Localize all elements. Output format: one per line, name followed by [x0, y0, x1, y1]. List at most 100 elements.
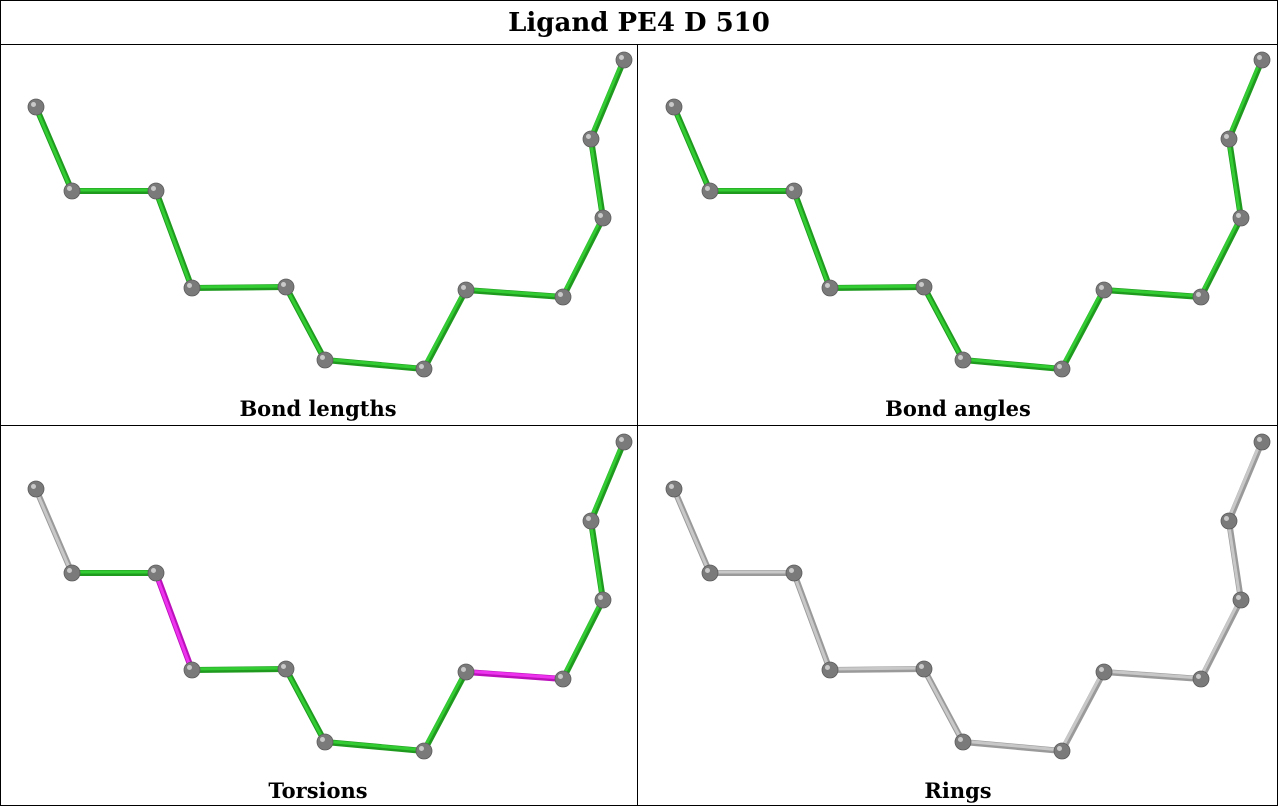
panel-caption-torsions: Torsions [268, 778, 367, 803]
bond-lengths-atoms [27, 51, 633, 378]
torsions-atom-11 [582, 512, 600, 530]
torsions-bond-4 [189, 666, 289, 673]
bond-angles-atom-12 [1253, 51, 1271, 69]
bond-angles-atoms [665, 51, 1271, 378]
bond-lengths-bond-4 [189, 284, 289, 291]
panel-bond-lengths: Bond lengths [27, 51, 633, 421]
bond-angles-bond-11 [1226, 57, 1265, 142]
rings-bond-2 [707, 570, 797, 576]
torsions-atom-2 [63, 564, 81, 582]
rings-atom-12 [1253, 433, 1271, 451]
rings-atom-6 [954, 733, 972, 751]
torsions-atom-8 [457, 663, 475, 681]
torsions-atom-4 [183, 661, 201, 679]
bond-lengths-bond-2 [69, 188, 159, 194]
bond-lengths-bonds [33, 57, 627, 372]
rings-bond-5 [921, 666, 966, 745]
torsions-atom-1 [27, 480, 45, 498]
bond-angles-atom-6 [954, 351, 972, 369]
figure-title: Ligand PE4 D 510 [508, 8, 770, 38]
panel-bond-angles: Bond angles [665, 51, 1271, 421]
bond-angles-bond-4 [827, 284, 927, 291]
bond-lengths-atom-12 [615, 51, 633, 69]
panel-torsions: Torsions [27, 433, 633, 803]
rings-atom-5 [915, 660, 933, 678]
rings-atom-2 [701, 564, 719, 582]
rings-bond-10 [1226, 518, 1244, 603]
bond-lengths-atom-10 [594, 209, 612, 227]
bond-angles-atom-10 [1232, 209, 1250, 227]
bond-lengths-atom-5 [277, 278, 295, 296]
rings-atom-1 [665, 480, 683, 498]
bond-lengths-atom-11 [582, 130, 600, 148]
rings-bond-4 [827, 666, 927, 673]
bond-angles-bond-2 [707, 188, 797, 194]
torsions-bond-11 [588, 439, 627, 524]
bond-angles-bond-1 [671, 104, 713, 194]
rings-atom-4 [821, 661, 839, 679]
bond-lengths-atom-6 [316, 351, 334, 369]
panel-rings: Rings [665, 433, 1271, 803]
bond-angles-bond-6 [960, 357, 1065, 372]
rings-bond-9 [1198, 597, 1244, 682]
bond-lengths-bond-5 [283, 284, 328, 363]
torsions-bond-3 [153, 570, 195, 673]
bond-angles-bond-7 [1059, 287, 1107, 372]
torsions-bond-6 [322, 739, 427, 754]
bond-lengths-atom-4 [183, 279, 201, 297]
bond-lengths-bond-3 [153, 188, 195, 291]
torsions-atom-3 [147, 564, 165, 582]
rings-atom-9 [1192, 670, 1210, 688]
bond-lengths-bond-11 [588, 57, 627, 142]
torsions-bond-9 [560, 597, 606, 682]
bond-angles-atom-9 [1192, 288, 1210, 306]
rings-atom-11 [1220, 512, 1238, 530]
torsions-bond-2 [69, 570, 159, 576]
panel-caption-rings: Rings [924, 778, 991, 803]
bond-angles-bond-5 [921, 284, 966, 363]
rings-atom-10 [1232, 591, 1250, 609]
bond-lengths-atom-9 [554, 288, 572, 306]
rings-bond-1 [671, 486, 713, 576]
rings-bond-6 [960, 739, 1065, 754]
rings-bond-7 [1059, 669, 1107, 754]
bond-lengths-bond-10 [588, 136, 606, 221]
bond-angles-atom-7 [1053, 360, 1071, 378]
torsions-bond-5 [283, 666, 328, 745]
bond-angles-atom-11 [1220, 130, 1238, 148]
bond-lengths-atom-1 [27, 98, 45, 116]
torsions-bonds [33, 439, 627, 754]
torsions-bond-8 [463, 669, 566, 682]
rings-atom-3 [785, 564, 803, 582]
bond-angles-atom-4 [821, 279, 839, 297]
rings-bonds [671, 439, 1265, 754]
bond-angles-atom-3 [785, 182, 803, 200]
rings-atom-8 [1095, 663, 1113, 681]
bond-angles-atom-5 [915, 278, 933, 296]
bond-lengths-atom-3 [147, 182, 165, 200]
bond-angles-atom-1 [665, 98, 683, 116]
torsions-atom-9 [554, 670, 572, 688]
bond-angles-atom-8 [1095, 281, 1113, 299]
torsions-bond-1 [33, 486, 75, 576]
bond-angles-bond-10 [1226, 136, 1244, 221]
torsions-atoms [27, 433, 633, 760]
torsions-bond-7 [421, 669, 469, 754]
bond-lengths-bond-6 [322, 357, 427, 372]
bond-lengths-bond-8 [463, 287, 566, 300]
torsions-atom-5 [277, 660, 295, 678]
bond-lengths-bond-9 [560, 215, 606, 300]
torsions-bond-10 [588, 518, 606, 603]
bond-angles-bonds [671, 57, 1265, 372]
rings-bond-11 [1226, 439, 1265, 524]
bond-lengths-bond-7 [421, 287, 469, 372]
bond-angles-bond-9 [1198, 215, 1244, 300]
panel-caption-bond-angles: Bond angles [885, 396, 1031, 421]
torsions-atom-7 [415, 742, 433, 760]
bond-lengths-atom-8 [457, 281, 475, 299]
torsions-atom-6 [316, 733, 334, 751]
bond-lengths-atom-2 [63, 182, 81, 200]
bond-lengths-atom-7 [415, 360, 433, 378]
